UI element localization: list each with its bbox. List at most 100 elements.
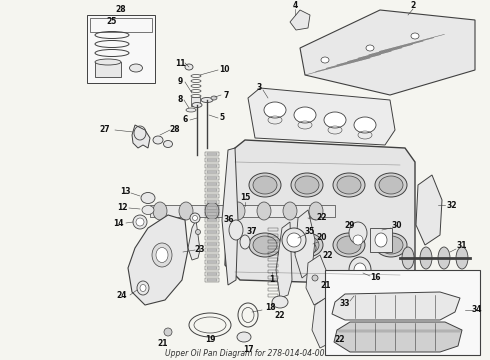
Text: 10: 10 <box>219 66 229 75</box>
Ellipse shape <box>237 332 251 342</box>
Bar <box>207 201 217 203</box>
Ellipse shape <box>333 173 365 197</box>
Polygon shape <box>276 222 292 298</box>
Ellipse shape <box>353 235 363 245</box>
Ellipse shape <box>402 247 414 269</box>
Ellipse shape <box>141 193 155 203</box>
Bar <box>268 240 278 243</box>
Bar <box>205 224 219 228</box>
Ellipse shape <box>294 107 316 123</box>
Bar <box>207 243 217 245</box>
Polygon shape <box>222 148 238 285</box>
Text: 9: 9 <box>177 77 183 86</box>
Bar <box>90 18 152 32</box>
Text: 36: 36 <box>224 216 234 225</box>
Text: 18: 18 <box>265 302 275 311</box>
Bar <box>205 200 219 204</box>
Ellipse shape <box>196 230 200 234</box>
Bar <box>268 252 278 255</box>
Ellipse shape <box>337 176 361 194</box>
Text: 28: 28 <box>116 5 126 14</box>
Text: 32: 32 <box>447 201 457 210</box>
Ellipse shape <box>309 202 323 220</box>
Ellipse shape <box>291 233 323 257</box>
Text: 13: 13 <box>120 188 130 197</box>
Bar <box>207 237 217 239</box>
Ellipse shape <box>257 202 271 220</box>
Bar <box>207 189 217 191</box>
Ellipse shape <box>295 236 319 254</box>
Ellipse shape <box>295 176 319 194</box>
Ellipse shape <box>350 288 360 298</box>
Bar <box>268 282 278 285</box>
Bar <box>205 212 219 216</box>
Bar <box>205 182 219 186</box>
Bar <box>207 159 217 161</box>
Bar <box>205 230 219 234</box>
Polygon shape <box>416 175 442 245</box>
Ellipse shape <box>249 173 281 197</box>
Text: 8: 8 <box>177 95 183 104</box>
Ellipse shape <box>152 243 172 267</box>
Bar <box>205 164 219 168</box>
Ellipse shape <box>456 247 468 269</box>
Ellipse shape <box>324 112 346 128</box>
Text: Upper Oil Pan Diagram for 278-014-04-00: Upper Oil Pan Diagram for 278-014-04-00 <box>165 349 325 358</box>
Bar <box>207 213 217 215</box>
Ellipse shape <box>153 202 167 220</box>
Text: 11: 11 <box>175 58 185 68</box>
Bar <box>207 231 217 233</box>
Bar <box>268 246 278 249</box>
Ellipse shape <box>205 202 219 220</box>
Bar <box>268 258 278 261</box>
Text: 17: 17 <box>243 345 253 354</box>
Ellipse shape <box>375 233 407 257</box>
Ellipse shape <box>349 257 371 283</box>
Bar <box>207 267 217 269</box>
Text: 35: 35 <box>305 228 315 237</box>
Ellipse shape <box>142 206 154 215</box>
Ellipse shape <box>190 213 200 223</box>
Polygon shape <box>225 140 415 285</box>
Bar <box>207 261 217 263</box>
Bar <box>150 205 335 217</box>
Bar <box>207 249 217 251</box>
Polygon shape <box>334 322 462 352</box>
Ellipse shape <box>375 173 407 197</box>
Bar <box>205 236 219 240</box>
Ellipse shape <box>411 33 419 39</box>
Bar <box>205 206 219 210</box>
Bar <box>207 153 217 155</box>
Ellipse shape <box>231 202 245 220</box>
Bar <box>207 171 217 173</box>
Ellipse shape <box>136 218 144 226</box>
Bar <box>207 177 217 179</box>
Ellipse shape <box>253 236 277 254</box>
Text: 29: 29 <box>345 220 355 230</box>
Text: 19: 19 <box>205 336 215 345</box>
Text: 30: 30 <box>392 220 402 230</box>
Bar <box>205 194 219 198</box>
Polygon shape <box>306 255 328 305</box>
Text: 22: 22 <box>323 251 333 260</box>
Ellipse shape <box>379 236 403 254</box>
Bar <box>207 165 217 167</box>
Bar <box>268 288 278 291</box>
Bar <box>325 270 480 355</box>
Ellipse shape <box>349 222 367 244</box>
Polygon shape <box>290 10 310 30</box>
Ellipse shape <box>354 263 366 277</box>
Ellipse shape <box>272 296 288 308</box>
Ellipse shape <box>179 202 193 220</box>
Bar <box>205 176 219 180</box>
Bar <box>205 152 219 156</box>
Ellipse shape <box>282 228 306 252</box>
Ellipse shape <box>153 136 163 144</box>
Ellipse shape <box>185 64 193 70</box>
Ellipse shape <box>192 103 202 108</box>
Ellipse shape <box>164 140 172 148</box>
Text: 22: 22 <box>275 310 285 320</box>
Bar <box>207 255 217 257</box>
Bar <box>207 219 217 221</box>
Text: 21: 21 <box>321 280 331 289</box>
